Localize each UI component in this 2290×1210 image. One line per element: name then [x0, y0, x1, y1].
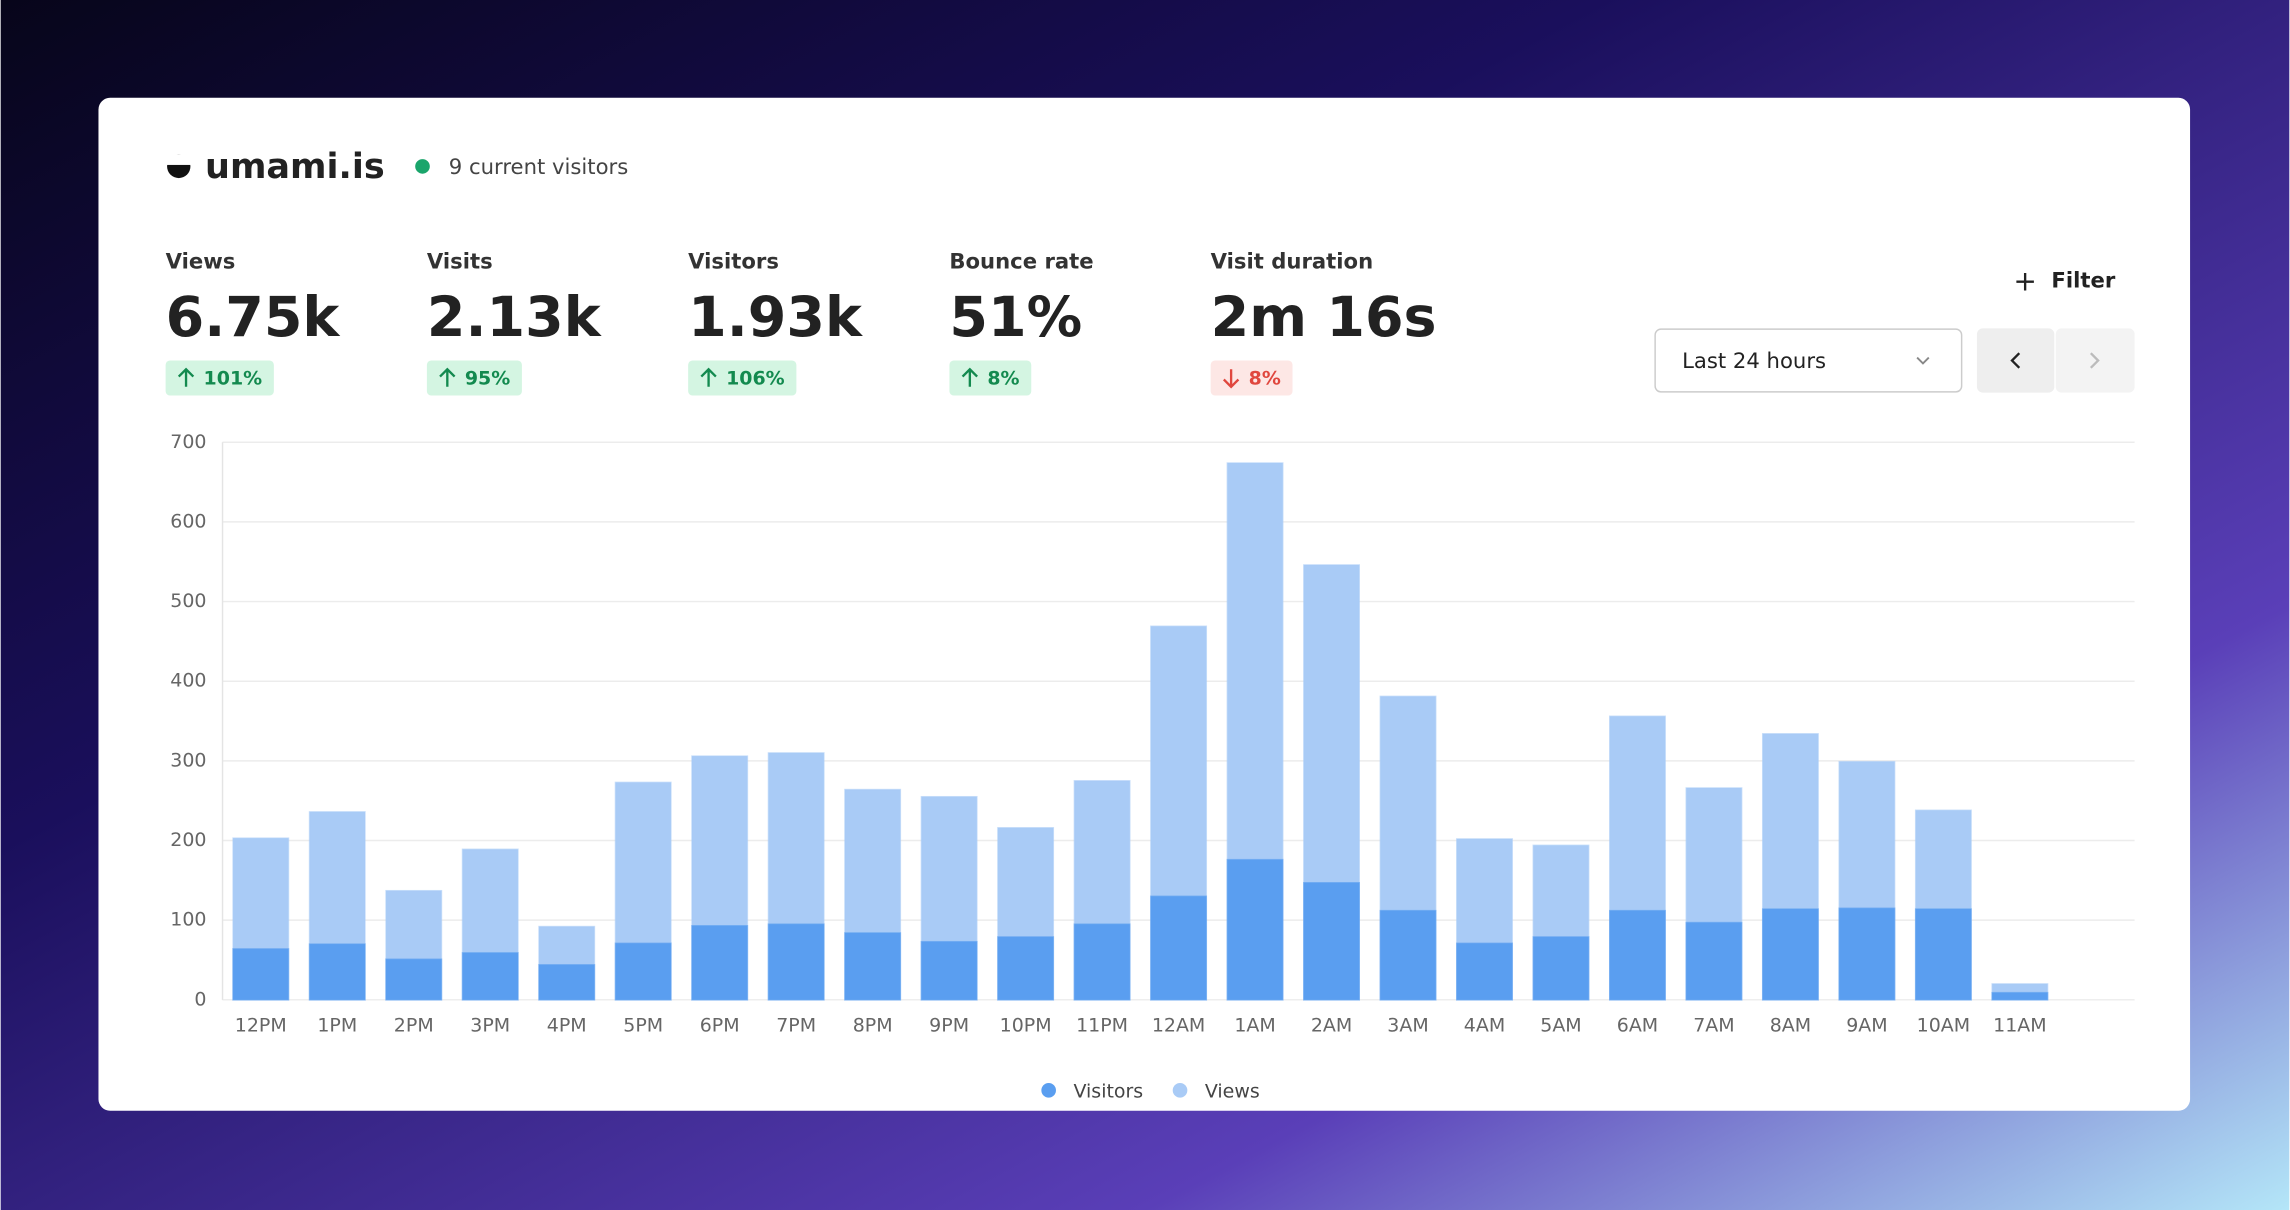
filter-label: Filter: [2051, 268, 2115, 293]
x-tick-label: 5PM: [623, 1015, 663, 1037]
change-value: 106%: [726, 367, 785, 389]
x-tick-label: 2PM: [394, 1015, 434, 1037]
y-tick-label: 600: [170, 510, 206, 532]
x-tick-label: 8PM: [853, 1015, 893, 1037]
bar: [1761, 908, 1819, 1001]
change-value: 8%: [1249, 367, 1281, 389]
trend-arrow: [1222, 369, 1240, 389]
stat-label: Bounce rate: [949, 249, 1093, 274]
y-tick-label: 700: [170, 431, 206, 453]
x-tick-label: 3AM: [1387, 1015, 1428, 1037]
bar: [1226, 858, 1284, 1001]
x-tick-label: 12PM: [235, 1015, 287, 1037]
stat-label: Visitors: [688, 249, 779, 274]
bar: [1532, 936, 1590, 1001]
bar: [1838, 907, 1896, 1001]
prev-button[interactable]: [1976, 328, 2055, 393]
bar: [1150, 895, 1208, 1001]
trend-arrow: [177, 367, 195, 387]
stat-value: 51%: [949, 286, 1082, 350]
range-select[interactable]: Last 24 hours: [1654, 328, 1963, 393]
x-tick-label: 6AM: [1617, 1015, 1658, 1037]
logo: [165, 154, 192, 179]
bar: [1303, 882, 1360, 1001]
change-badge: [165, 360, 274, 396]
x-tick-label: 3PM: [470, 1015, 510, 1037]
bar: [920, 940, 978, 1001]
stat-value: 2.13k: [427, 286, 602, 350]
bar: [1914, 908, 1972, 1001]
y-tick-label: 400: [170, 670, 206, 692]
stat-label: Views: [166, 249, 236, 274]
bar: [844, 932, 902, 1001]
current-visitors: 9 current visitors: [449, 154, 629, 179]
y-tick-label: 0: [194, 988, 206, 1010]
stat-value: 1.93k: [688, 286, 863, 350]
bar: [1991, 991, 2049, 1001]
legend-label: Views: [1205, 1080, 1260, 1102]
legend-label: Visitors: [1073, 1080, 1143, 1102]
x-tick-label: 1AM: [1234, 1015, 1275, 1037]
stat-label: Visits: [427, 249, 493, 274]
bar: [308, 943, 366, 1001]
x-tick-label: 4AM: [1464, 1015, 1505, 1037]
bar: [614, 942, 672, 1001]
legend-swatch: [1172, 1083, 1188, 1098]
x-tick-label: 11PM: [1076, 1015, 1128, 1037]
live-dot: [415, 159, 430, 174]
y-tick-label: 300: [170, 749, 206, 771]
change-value: 95%: [465, 367, 510, 389]
x-tick-label: 12AM: [1152, 1015, 1205, 1037]
bar: [538, 964, 596, 1001]
bar: [691, 925, 749, 1001]
bar: [1379, 909, 1437, 1001]
change-badge: [688, 360, 797, 396]
change-value: 101%: [204, 367, 263, 389]
bar: [461, 952, 519, 1001]
stat-value: 2m 16s: [1211, 286, 1437, 350]
bar: [1456, 942, 1513, 1001]
bar: [997, 936, 1055, 1001]
change-value: 8%: [987, 367, 1019, 389]
stat-value: 6.75k: [166, 286, 341, 350]
x-tick-label: 4PM: [547, 1015, 587, 1037]
change-badge: [426, 360, 522, 396]
stat-label: Visit duration: [1211, 249, 1373, 274]
x-tick-label: 7AM: [1693, 1015, 1734, 1037]
y-tick-label: 100: [170, 909, 206, 931]
x-tick-label: 6PM: [700, 1015, 740, 1037]
y-tick-label: 500: [170, 590, 206, 612]
trend-arrow: [439, 367, 456, 387]
x-tick-label: 11AM: [1993, 1015, 2046, 1037]
filter-button[interactable]: Filter: [2016, 268, 2116, 293]
x-tick-label: 10PM: [1000, 1015, 1052, 1037]
x-tick-label: 8AM: [1770, 1015, 1811, 1037]
x-tick-label: 1PM: [317, 1015, 357, 1037]
bar: [1609, 909, 1666, 1001]
bar: [1685, 921, 1743, 1001]
bar: [767, 923, 825, 1001]
x-tick-label: 10AM: [1917, 1015, 1970, 1037]
x-tick-label: 9PM: [929, 1015, 969, 1037]
x-tick-label: 7PM: [776, 1015, 816, 1037]
next-button[interactable]: [2055, 328, 2135, 393]
x-tick-label: 9AM: [1846, 1015, 1887, 1037]
bar: [385, 958, 443, 1001]
range-label: Last 24 hours: [1682, 348, 1826, 373]
site-name: umami.is: [205, 146, 385, 187]
legend-swatch: [1041, 1083, 1056, 1098]
x-tick-label: 2AM: [1311, 1015, 1352, 1037]
x-tick-label: 5AM: [1540, 1015, 1581, 1037]
y-tick-label: 200: [170, 829, 206, 851]
trend-arrow: [961, 367, 978, 387]
bar: [232, 948, 290, 1001]
trend-arrow: [700, 367, 717, 387]
bar: [1073, 923, 1131, 1001]
